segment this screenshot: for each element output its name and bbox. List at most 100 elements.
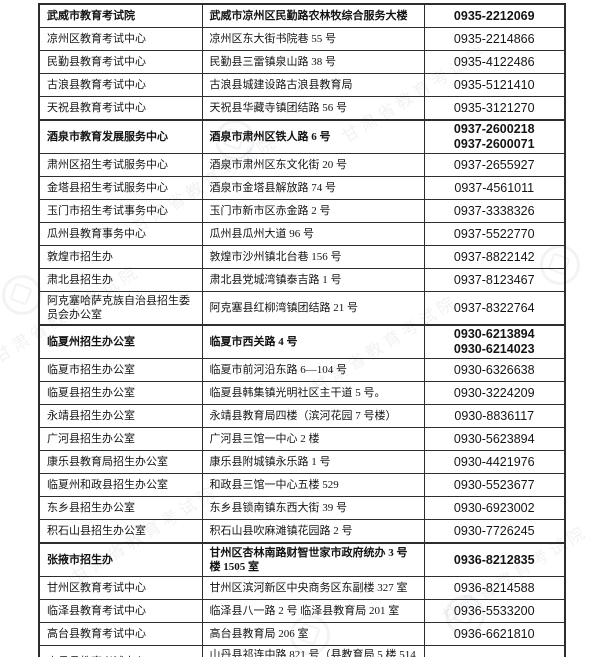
table-row: 高台县教育考试中心 高台县教育局 206 室 0936-6621810 (38, 622, 566, 646)
table-row: 凉州区教育考试中心 凉州区东大街书院巷 55 号 0935-2214866 (38, 27, 566, 51)
office-address-cell: 敦煌市沙州镇北台巷 156 号 (201, 245, 425, 269)
table-row: 康乐县教育局招生办公室 康乐县附城镇永乐路 1 号 0930-4421976 (38, 450, 566, 474)
table-row: 临夏市招生办公室 临夏市前河沿东路 6—104 号 0930-6326638 (38, 358, 566, 382)
phone-number: 0937-2600071 (453, 137, 535, 151)
phone-number: 0937-5522770 (453, 226, 535, 241)
office-phone-cell: 0937-8822142 (423, 245, 566, 269)
office-name-cell: 酒泉市教育发展服务中心 (38, 119, 203, 154)
office-name-cell: 积石山县招生办公室 (38, 519, 203, 544)
office-phone-cell: 0937-2655927 (423, 153, 566, 177)
office-phone-cell: 0930-6923002 (423, 496, 566, 520)
contact-table: 武威市教育考试院 武威市凉州区民勤路农林牧综合服务大楼 0935-2212069 凉州… (38, 3, 566, 657)
office-phone-cell: 0936-2726208 (423, 645, 566, 657)
phone-number: 0937-4561011 (454, 180, 535, 195)
phone-number: 0936-8214588 (453, 580, 535, 595)
office-address-cell: 甘州区杏林南路财智世家市政府统办 3 号楼 1505 室 (201, 542, 425, 577)
office-address-cell: 东乡县锁南镇东西大街 39 号 (201, 496, 425, 520)
table-row: 武威市教育考试院 武威市凉州区民勤路农林牧综合服务大楼 0935-2212069 (38, 3, 566, 28)
phone-number: 0936-6621810 (453, 626, 535, 641)
table-row: 东乡县招生办公室 东乡县锁南镇东西大街 39 号 0930-6923002 (38, 496, 566, 520)
table-row: 临夏州招生办公室 临夏市西关路 4 号 0930-6213894 0930-62140… (38, 324, 566, 359)
office-address-cell: 酒泉市肃州区东文化街 20 号 (201, 153, 425, 177)
office-address-cell: 积石山县吹麻滩镇花园路 2 号 (201, 519, 425, 544)
table-row: 山丹县教育考试中心山丹县祁连中路 821 号（县教育局 5 楼 514 房间）0… (38, 645, 566, 657)
office-name-cell: 永靖县招生办公室 (38, 404, 203, 428)
table-row: 临夏州和政县招生办公室 和政县三馆一中心五楼 529 0930-5523677 (38, 473, 566, 497)
table-row: 阿克塞哈萨克族自治县招生委员会办公室 阿克塞县红柳湾镇团结路 21 号 0937-8… (38, 291, 566, 326)
office-phone-cell: 0935-2212069 (423, 3, 566, 28)
office-phone-cell: 0930-5523677 (423, 473, 566, 497)
office-address-cell: 山丹县祁连中路 821 号（县教育局 5 楼 514 房间） (201, 645, 425, 657)
phone-number: 0935-2212069 (453, 8, 535, 23)
phone-number: 0930-8836117 (454, 408, 535, 423)
phone-number: 0930-6923002 (453, 500, 535, 515)
table-row: 甘州区教育考试中心 甘州区滨河新区中央商务区东副楼 327 室 0936-82145… (38, 576, 566, 600)
table-row: 临夏县招生办公室 临夏县韩集镇光明社区主干道 5 号。 0930-3224209 (38, 381, 566, 405)
office-phone-cell: 0930-6326638 (423, 358, 566, 382)
office-phone-cell: 0937-4561011 (423, 176, 566, 200)
office-phone-cell: 0935-2214866 (423, 27, 566, 51)
table-row: 张掖市招生办 甘州区杏林南路财智世家市政府统办 3 号楼 1505 室 0936-8… (38, 542, 566, 577)
office-address-cell: 甘州区滨河新区中央商务区东副楼 327 室 (201, 576, 425, 600)
office-address-cell: 高台县教育局 206 室 (201, 622, 425, 646)
office-name-cell: 金塔县招生考试服务中心 (38, 176, 203, 200)
phone-number: 0936-8212835 (453, 552, 535, 567)
office-address-cell: 酒泉市金塔县解放路 74 号 (201, 176, 425, 200)
office-name-cell: 天祝县教育考试中心 (38, 96, 203, 121)
office-address-cell: 瓜州县瓜州大道 96 号 (201, 222, 425, 246)
office-name-cell: 玉门市招生考试事务中心 (38, 199, 203, 223)
office-name-cell: 甘州区教育考试中心 (38, 576, 203, 600)
office-name-cell: 山丹县教育考试中心 (38, 645, 203, 657)
office-name-cell: 广河县招生办公室 (38, 427, 203, 451)
office-address-cell: 和政县三馆一中心五楼 529 (201, 473, 425, 497)
office-address-cell: 古浪县城建设路古浪县教育局 (201, 73, 425, 97)
office-address-cell: 阿克塞县红柳湾镇团结路 21 号 (201, 291, 425, 326)
office-address-cell: 民勤县三雷镇泉山路 38 号 (201, 50, 425, 74)
phone-number: 0935-2214866 (453, 31, 535, 46)
office-phone-cell: 0936-5533200 (423, 599, 566, 623)
table-row: 古浪县教育考试中心 古浪县城建设路古浪县教育局 0935-5121410 (38, 73, 566, 97)
table-row: 肃州区招生考试服务中心 酒泉市肃州区东文化街 20 号 0937-2655927 (38, 153, 566, 177)
office-phone-cell: 0937-2600218 0937-2600071 (423, 119, 566, 154)
office-address-cell: 肃北县党城湾镇泰吉路 1 号 (201, 268, 425, 292)
table-row: 酒泉市教育发展服务中心 酒泉市肃州区铁人路 6 号 0937-2600218 0937… (38, 119, 566, 154)
office-address-cell: 临夏市西关路 4 号 (201, 324, 425, 359)
office-name-cell: 康乐县教育局招生办公室 (38, 450, 203, 474)
office-address-cell: 武威市凉州区民勤路农林牧综合服务大楼 (201, 3, 425, 28)
office-address-cell: 临夏县韩集镇光明社区主干道 5 号。 (201, 381, 425, 405)
phone-number: 0937-3338326 (453, 203, 535, 218)
office-phone-cell: 0935-3121270 (423, 96, 566, 121)
phone-number: 0937-8322764 (453, 300, 535, 315)
office-address-cell: 酒泉市肃州区铁人路 6 号 (201, 119, 425, 154)
office-phone-cell: 0930-4421976 (423, 450, 566, 474)
office-address-cell: 广河县三馆一中心 2 楼 (201, 427, 425, 451)
phone-number: 0937-2600218 (453, 122, 535, 136)
table-row: 肃北县招生办 肃北县党城湾镇泰吉路 1 号 0937-8123467 (38, 268, 566, 292)
office-name-cell: 临夏县招生办公室 (38, 381, 203, 405)
office-address-cell: 天祝县华藏寺镇团结路 56 号 (201, 96, 425, 121)
office-phone-cell: 0935-4122486 (423, 50, 566, 74)
office-name-cell: 高台县教育考试中心 (38, 622, 203, 646)
phone-number: 0930-6326638 (453, 362, 535, 377)
table-row: 天祝县教育考试中心 天祝县华藏寺镇团结路 56 号 0935-3121270 (38, 96, 566, 121)
office-address-cell: 玉门市新市区赤金路 2 号 (201, 199, 425, 223)
table-row: 玉门市招生考试事务中心 玉门市新市区赤金路 2 号 0937-3338326 (38, 199, 566, 223)
phone-number: 0930-5523677 (453, 477, 535, 492)
phone-number: 0935-3121270 (453, 100, 535, 115)
office-phone-cell: 0930-5623894 (423, 427, 566, 451)
office-phone-cell: 0937-3338326 (423, 199, 566, 223)
table-row: 临泽县教育考试中心 临泽县八一路 2 号 临泽县教育局 201 室 0936-553… (38, 599, 566, 623)
office-phone-cell: 0936-8212835 (423, 542, 566, 577)
office-address-cell: 永靖县教育局四楼（滨河花园 7 号楼） (201, 404, 425, 428)
table-row: 民勤县教育考试中心 民勤县三雷镇泉山路 38 号 0935-4122486 (38, 50, 566, 74)
office-name-cell: 临夏州和政县招生办公室 (38, 473, 203, 497)
office-name-cell: 东乡县招生办公室 (38, 496, 203, 520)
office-name-cell: 阿克塞哈萨克族自治县招生委员会办公室 (38, 291, 203, 326)
office-phone-cell: 0937-5522770 (423, 222, 566, 246)
phone-number: 0930-7726245 (453, 523, 535, 538)
phone-number: 0930-6214023 (453, 342, 535, 356)
table-row: 瓜州县教育事务中心 瓜州县瓜州大道 96 号 0937-5522770 (38, 222, 566, 246)
office-name-cell: 临夏州招生办公室 (38, 324, 203, 359)
table-body: 武威市教育考试院 武威市凉州区民勤路农林牧综合服务大楼 0935-2212069 凉州… (38, 3, 566, 657)
